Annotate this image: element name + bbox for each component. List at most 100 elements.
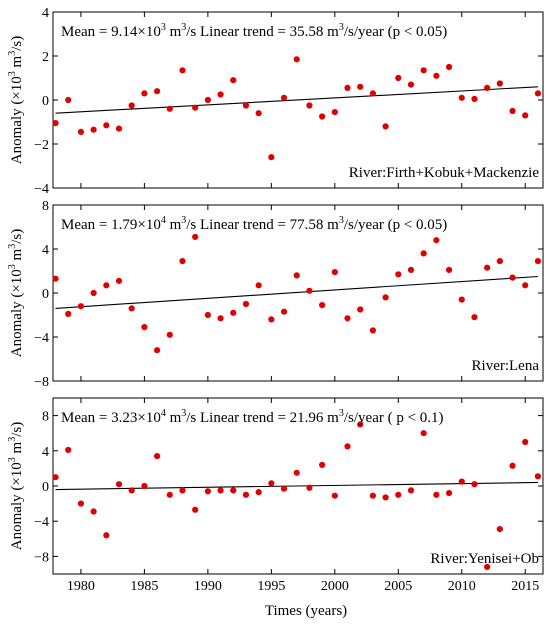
data-point — [420, 250, 427, 257]
data-point — [217, 315, 224, 322]
data-point — [242, 102, 250, 109]
data-point — [217, 487, 224, 494]
data-point — [268, 480, 275, 487]
data-point — [306, 287, 313, 294]
y-tick-label: 0 — [42, 94, 49, 109]
y-tick-label: 0 — [42, 480, 49, 495]
data-point — [77, 303, 85, 310]
data-point — [65, 96, 72, 104]
y-tick-label: −8 — [34, 550, 49, 565]
x-tick-label: 1985 — [130, 579, 158, 594]
data-point — [128, 305, 135, 312]
data-point — [52, 474, 59, 481]
data-point — [204, 311, 211, 319]
trend-line — [55, 86, 538, 114]
data-point — [534, 90, 542, 97]
data-point — [534, 473, 542, 480]
data-point — [230, 487, 237, 494]
data-point — [90, 289, 97, 297]
data-point — [103, 532, 110, 539]
data-point — [255, 110, 262, 117]
data-point — [319, 302, 326, 309]
data-point — [344, 443, 351, 450]
data-point — [103, 282, 110, 289]
data-point — [103, 122, 110, 129]
data-point — [344, 315, 351, 322]
y-tick-label: 8 — [42, 410, 49, 425]
data-point — [166, 331, 173, 338]
data-point — [522, 438, 529, 446]
data-point — [179, 67, 186, 74]
data-point — [433, 491, 440, 498]
data-point — [141, 482, 148, 490]
data-point — [306, 102, 313, 109]
data-point — [77, 500, 85, 507]
data-point — [179, 258, 186, 265]
data-point — [141, 90, 148, 97]
data-point — [496, 80, 503, 87]
data-point — [509, 274, 516, 281]
data-point — [153, 347, 161, 354]
data-point — [115, 481, 123, 488]
y-axis-label: Anomaly (×103 m3/s) — [7, 36, 25, 164]
data-point — [344, 84, 351, 91]
y-tick-label: −8 — [34, 375, 49, 390]
data-point — [331, 492, 338, 499]
panel-1: −4 −2 0 2 4 Mean = 9.14×103 m3/s Linear trend… — [7, 6, 544, 197]
data-point — [484, 84, 491, 91]
data-point — [230, 309, 237, 316]
data-point — [166, 105, 173, 112]
data-point — [319, 113, 326, 120]
data-point — [217, 91, 224, 98]
data-point — [128, 102, 135, 109]
data-point — [153, 88, 161, 95]
data-point — [509, 107, 516, 115]
data-point — [369, 327, 376, 334]
data-point — [484, 264, 491, 271]
y-tick-label: 4 — [42, 445, 49, 460]
data-point — [496, 258, 503, 265]
data-point — [496, 526, 503, 533]
data-point — [420, 430, 427, 437]
trend-line — [55, 275, 538, 309]
stats-text: Mean = 3.23×104 m3/s Linear trend = 21.9… — [61, 408, 444, 426]
data-point — [407, 266, 415, 273]
data-point — [407, 487, 415, 494]
data-point — [369, 90, 376, 97]
data-point — [382, 494, 389, 501]
river-label: River:Yenisei+Ob — [430, 551, 539, 567]
stats-text: Mean = 9.14×103 m3/s Linear trend = 35.5… — [61, 22, 447, 40]
data-point — [331, 269, 338, 276]
x-tick-label: 2005 — [384, 579, 412, 594]
data-point — [484, 563, 491, 571]
y-tick-label: −4 — [34, 515, 49, 530]
data-point — [458, 296, 465, 303]
data-point — [319, 461, 326, 468]
x-tick-label: 1980 — [67, 579, 95, 594]
data-point — [331, 109, 338, 116]
data-point — [433, 72, 440, 79]
data-point — [458, 94, 465, 101]
data-point — [153, 452, 161, 460]
data-point — [395, 271, 402, 278]
data-point — [255, 282, 262, 289]
data-point — [420, 67, 427, 74]
data-point — [471, 95, 478, 102]
trend-line — [55, 481, 538, 491]
data-point — [357, 83, 364, 90]
data-point — [230, 77, 237, 84]
river-label: River:Firth+Kobuk+Mackenzie — [349, 165, 540, 181]
data-point — [407, 81, 415, 88]
data-point — [382, 294, 389, 301]
data-point — [395, 491, 402, 498]
data-point — [280, 94, 288, 101]
data-point — [445, 489, 453, 497]
data-point — [369, 492, 376, 499]
y-tick-label: −4 — [34, 331, 49, 346]
panel-3: −8 −4 0 4 8 1980 1985 1990 1995 2000 2005 2010 2015 M… — [7, 397, 544, 594]
y-tick-label: −2 — [34, 138, 49, 153]
data-point — [458, 478, 465, 485]
data-point — [293, 56, 300, 63]
data-point — [534, 258, 542, 265]
data-point — [128, 487, 135, 494]
